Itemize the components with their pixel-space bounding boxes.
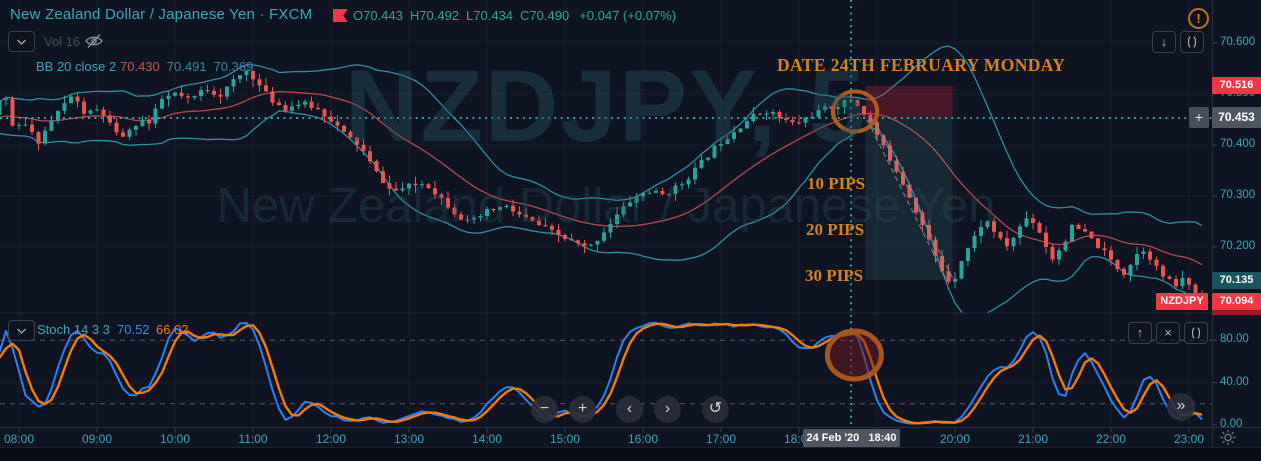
reset-chart-button[interactable]: ↺ [702,396,729,423]
close-icon: × [1164,325,1172,340]
ohlc-readout: O70.443 H70.492 L70.434 C70.490 +0.047 (… [353,8,676,23]
time-tick-label: 16:00 [627,432,659,446]
stoch-dropdown-button[interactable] [8,320,35,341]
time-tick-label: 09:00 [81,432,113,446]
minus-icon: − [539,400,550,417]
stop-price-label: 70.516 [1212,77,1261,95]
bollinger-bands [0,45,1203,313]
crosshair [0,0,1212,427]
time-tick-label: 23:00 [1173,432,1205,446]
crosshair-price-label: 70.453 [1212,107,1261,129]
time-tick-label: 12:00 [315,432,347,446]
stoch-k-value: 70.52 [117,322,150,337]
symbol-price-flag: NZDJPY [1156,292,1208,310]
pane-borders [0,0,1261,447]
bottom-edge [0,447,1261,461]
time-tick-label: 13:00 [393,432,425,446]
stoch-d-value: 66.02 [156,322,189,337]
bb-values: 70.430 70.491 70.369 [120,59,253,74]
arrow-down-icon: ↓ [1160,34,1168,49]
ohlc-low: L70.434 [466,8,514,23]
jump-to-realtime-button[interactable]: » [1167,393,1195,421]
add-order-plus-icon[interactable]: + [1189,107,1209,129]
time-tick-label: 11:00 [238,432,268,446]
time-tick-label: 14:00 [471,432,503,446]
zoom-out-button[interactable]: − [531,396,558,423]
scroll-to-realtime-button[interactable]: ↓ [1152,31,1176,53]
scroll-right-button[interactable]: › [654,396,681,423]
bb-indicator-label[interactable]: BB 20 close 2 [36,59,117,74]
crosshair-time-label: 24 Feb '20 18:40 [803,429,901,447]
target-price-label: 70.135 [1212,271,1261,289]
chevron-right-icon: › [664,400,671,417]
volume-dropdown-button[interactable] [8,31,35,52]
zoom-in-button[interactable]: + [569,396,596,423]
maximize-icon [1191,327,1201,339]
last-price-label: 70.094 [1212,292,1261,310]
plus-icon: + [577,400,588,417]
pips-annotation-20: 20 PIPS [806,220,865,239]
date-annotation: DATE 24TH FEBRUARY MONDAY [777,55,1066,75]
stoch-tick-label: 40.00 [1220,375,1249,388]
chevron-left-icon: ‹ [626,400,633,417]
eye-off-icon[interactable] [84,33,104,49]
stoch-tick-label: 0.00 [1220,418,1243,430]
stochastic-series [0,321,1212,425]
pips-annotation-30: 30 PIPS [805,266,864,285]
price-axis[interactable]: 70.60070.50070.40070.30070.20080.0040.00… [1212,0,1261,430]
stoch-tick-label: 80.00 [1220,333,1249,346]
bb-upper-value: 70.491 [166,59,207,74]
ohlc-change: +0.047 (+0.07%) [579,8,677,23]
volume-indicator-label[interactable]: Vol 16 [44,34,81,49]
price-tick-label: 70.200 [1220,240,1256,252]
chevron-down-icon [16,38,27,45]
candlestick-series [0,69,1204,303]
chevron-down-icon [16,327,27,334]
price-tick-label: 70.600 [1220,36,1256,48]
pips-annotation-10: 10 PIPS [807,174,866,193]
symbol-title[interactable]: New Zealand Dollar / Japanese Yen · FXCM [10,6,313,23]
maximize-stoch-pane-button[interactable] [1184,322,1208,344]
ohlc-close: C70.490 [520,8,570,23]
scroll-left-button[interactable]: ‹ [616,396,643,423]
price-tick-label: 70.400 [1220,138,1256,150]
time-tick-label: 21:00 [1017,432,1049,446]
reset-icon: ↺ [708,400,723,417]
ohlc-open: O70.443 [353,8,403,23]
bar-countdown-strip [1212,309,1261,315]
price-tick-label: 70.300 [1220,189,1256,201]
time-tick-label: 17:00 [705,432,737,446]
timezone-sun-icon[interactable] [1219,429,1237,446]
stoch-indicator-label[interactable]: Stoch 14 3 3 [37,322,110,337]
close-pane-button[interactable]: × [1156,322,1180,344]
short-position-tool[interactable] [865,85,954,281]
maximize-pane-button[interactable] [1180,31,1204,53]
ohlc-high: H70.492 [409,8,460,23]
bb-lower-value: 70.369 [213,59,254,74]
move-pane-up-button[interactable]: ↑ [1128,322,1152,344]
time-tick-label: 08:00 [3,432,35,446]
maximize-icon [1187,36,1197,48]
time-tick-label: 20:00 [939,432,971,446]
highlight-circle-annotations[interactable] [824,89,884,382]
time-axis[interactable]: 08:00 09:00 10:00 11:00 12:00 13:00 14:00 15:00… [0,427,1261,447]
data-delay-warning-icon[interactable]: ! [1188,8,1209,29]
time-tick-label: 15:00 [549,432,581,446]
double-chevron-right-icon: » [1176,397,1186,414]
bb-basis-value: 70.430 [120,59,160,74]
flag-icon[interactable] [332,8,349,24]
time-tick-label: 10:00 [159,432,191,446]
arrow-up-icon: ↑ [1136,325,1144,340]
time-tick-label: 22:00 [1095,432,1127,446]
